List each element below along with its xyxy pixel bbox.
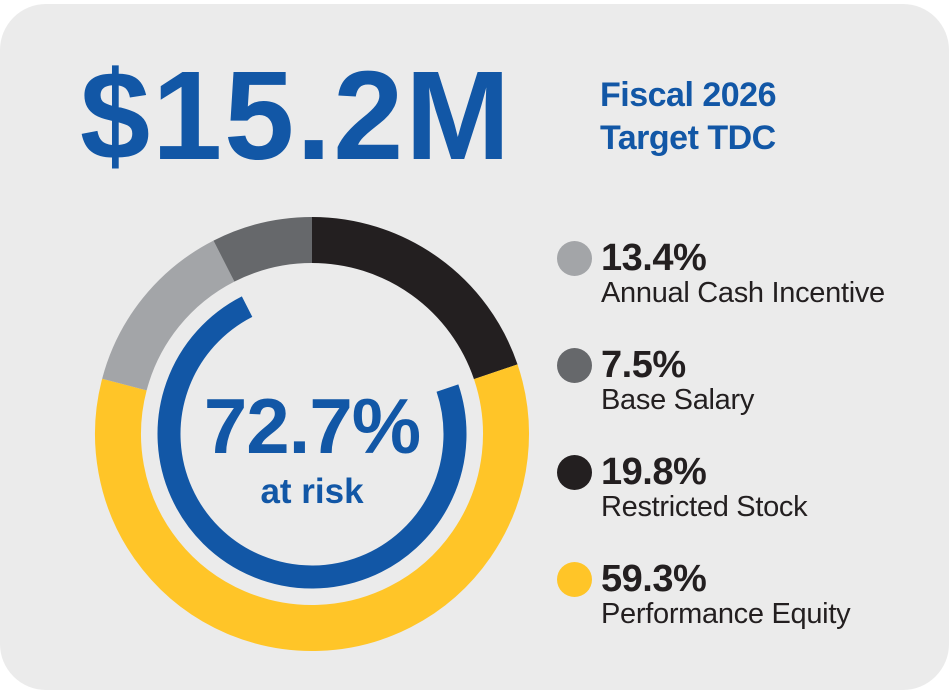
legend-color-dot xyxy=(557,455,592,490)
legend-color-dot xyxy=(557,348,592,383)
total-compensation-amount: $15.2M xyxy=(80,45,513,186)
donut-segment-base-salary xyxy=(213,217,313,282)
legend-item: 19.8% Restricted Stock xyxy=(557,452,917,523)
legend-item: 7.5% Base Salary xyxy=(557,345,917,416)
legend-label: Base Salary xyxy=(601,384,755,416)
card-subtitle: Fiscal 2026 Target TDC xyxy=(600,74,776,160)
legend-percent: 59.3% xyxy=(601,558,707,600)
legend-item: 13.4% Annual Cash Incentive xyxy=(557,238,917,309)
donut-segment-performance-equity xyxy=(95,364,529,651)
legend-percent: 13.4% xyxy=(601,237,707,279)
legend-item: 59.3% Performance Equity xyxy=(557,559,917,630)
subtitle-line-1: Fiscal 2026 xyxy=(600,76,776,114)
legend-percent: 19.8% xyxy=(601,451,707,493)
legend-percent: 7.5% xyxy=(601,344,686,386)
subtitle-line-2: Target TDC xyxy=(600,119,776,157)
legend-label: Annual Cash Incentive xyxy=(601,277,885,309)
legend: 13.4% Annual Cash Incentive 7.5% Base Sa… xyxy=(557,238,917,666)
summary-card: $15.2M Fiscal 2026 Target TDC 72.7% at r… xyxy=(0,4,949,690)
legend-label: Restricted Stock xyxy=(601,491,808,523)
donut-chart xyxy=(95,217,529,651)
donut-segment-annual-cash-incentive xyxy=(102,240,235,391)
donut-segment-restricted-stock xyxy=(311,217,518,380)
legend-color-dot xyxy=(557,562,592,597)
legend-color-dot xyxy=(557,241,592,276)
legend-label: Performance Equity xyxy=(601,598,851,630)
donut-chart-area: 72.7% at risk xyxy=(92,214,532,654)
at-risk-arc xyxy=(157,296,467,589)
